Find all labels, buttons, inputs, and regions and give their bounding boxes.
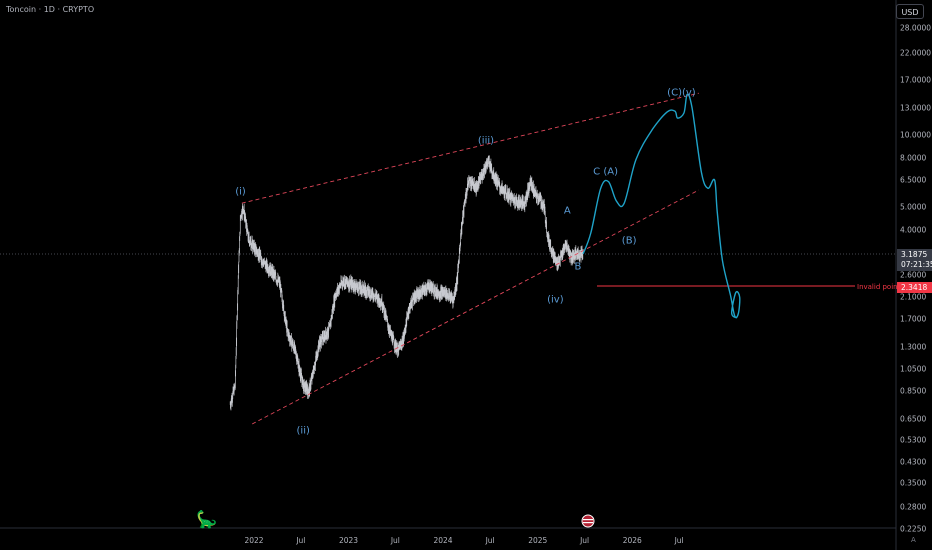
time-tick-label: Jul xyxy=(390,536,400,545)
price-tick-label: 0.2250 xyxy=(900,524,927,534)
wave-label[interactable]: (B) xyxy=(621,235,637,247)
wedge-upper-trendline[interactable] xyxy=(241,92,699,204)
countdown-timer: 07:21:35 xyxy=(901,260,932,269)
price-tick-label: 6.5000 xyxy=(900,175,927,185)
wave-label[interactable]: (iii) xyxy=(477,135,495,147)
price-tick-label: 13.0000 xyxy=(900,103,932,113)
tradingview-dino-icon[interactable]: 🦕 xyxy=(196,510,218,530)
price-tick-label: 0.6500 xyxy=(900,414,927,424)
projection-path[interactable] xyxy=(582,93,741,319)
currency-button[interactable]: USD xyxy=(896,4,924,19)
time-tick-label: 2026 xyxy=(622,536,642,545)
wave-label[interactable]: C (A) xyxy=(593,166,618,178)
price-tick-label: 8.0000 xyxy=(900,153,927,163)
invalid-price-label: 2.3418 xyxy=(897,282,932,293)
current-price-label: 3.1875 07:21:35 xyxy=(897,249,932,271)
wave-label[interactable]: (ii) xyxy=(296,425,310,437)
time-tick-label: Jul xyxy=(296,536,306,545)
price-tick-label: 2.6000 xyxy=(900,270,927,280)
price-tick-label: 1.7000 xyxy=(900,314,927,324)
price-tick-label: 0.8500 xyxy=(900,386,927,396)
price-tick-label: 0.4300 xyxy=(900,457,927,467)
price-tick-label: 10.0000 xyxy=(900,130,932,140)
price-tick-label: 1.3000 xyxy=(900,342,927,352)
time-tick-label: Jul xyxy=(674,536,684,545)
auto-scale-icon[interactable]: A xyxy=(911,536,916,544)
wave-label[interactable]: A xyxy=(563,205,571,217)
time-tick-label: 2023 xyxy=(338,536,359,545)
price-tick-label: 4.0000 xyxy=(900,225,927,235)
price-tick-label: 22.0000 xyxy=(900,48,932,58)
wave-label[interactable]: (C)(v) xyxy=(667,87,696,99)
us-flag-event-icon[interactable] xyxy=(581,514,595,528)
wave-label[interactable]: (i) xyxy=(235,186,246,198)
price-tick-label: 2.1000 xyxy=(900,292,927,302)
price-tick-label: 17.0000 xyxy=(900,75,932,85)
time-tick-label: Jul xyxy=(485,536,495,545)
wave-label[interactable]: (iv) xyxy=(547,294,564,306)
price-tick-label: 1.0500 xyxy=(900,364,927,374)
wave-label[interactable]: B xyxy=(574,261,582,273)
symbol-title[interactable]: Toncoin · 1D · CRYPTO xyxy=(6,5,95,14)
candles xyxy=(229,155,584,411)
price-tick-label: 0.5300 xyxy=(900,435,927,445)
price-tick-label: 5.0000 xyxy=(900,202,927,212)
time-tick-label: 2025 xyxy=(528,536,548,545)
time-tick-label: Jul xyxy=(580,536,590,545)
price-tick-label: 28.0000 xyxy=(900,23,932,33)
wedge-lower-trendline[interactable] xyxy=(251,189,700,425)
time-tick-label: 2024 xyxy=(433,536,453,545)
current-price-value: 3.1875 xyxy=(901,250,928,259)
invalid-point-label: Invalid point xyxy=(857,283,901,291)
price-tick-label: 0.2800 xyxy=(900,502,927,512)
time-tick-label: 2022 xyxy=(244,536,264,545)
price-tick-label: 0.3500 xyxy=(900,478,927,488)
